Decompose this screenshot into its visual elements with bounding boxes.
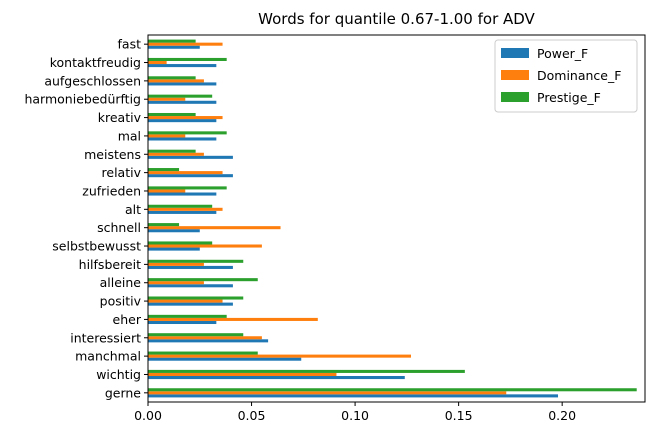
- y-tick-label: schnell: [97, 220, 141, 235]
- y-tick-label: fast: [118, 37, 142, 52]
- bar-Prestige_F-interessiert: [148, 333, 244, 337]
- bar-Prestige_F-wichtig: [148, 369, 465, 373]
- y-tick-label: mal: [118, 128, 141, 143]
- legend-swatch-Power_F: [501, 48, 529, 58]
- bar-Prestige_F-fast: [148, 39, 196, 43]
- bar-Dominance_F-meistens: [148, 152, 204, 156]
- bar-Dominance_F-eher: [148, 317, 318, 321]
- bar-Prestige_F-alleine: [148, 278, 258, 282]
- y-tick-label: hilfsbereit: [79, 257, 141, 272]
- bar-Prestige_F-hilfsbereit: [148, 259, 244, 263]
- bar-Power_F-manchmal: [148, 357, 302, 361]
- bar-Prestige_F-schnell: [148, 223, 180, 227]
- bar-Power_F-interessiert: [148, 339, 269, 343]
- legend-label-Dominance_F: Dominance_F: [537, 68, 621, 83]
- bar-Power_F-harmoniebedürftig: [148, 100, 217, 104]
- y-tick-label: gerne: [105, 385, 141, 400]
- bar-Prestige_F-selbstbewusst: [148, 241, 213, 245]
- bar-Dominance_F-mal: [148, 134, 186, 138]
- bar-Prestige_F-alt: [148, 204, 213, 208]
- bar-Dominance_F-fast: [148, 42, 223, 46]
- bar-Prestige_F-zufrieden: [148, 186, 227, 190]
- x-tick-label: 0.10: [341, 408, 369, 423]
- bar-Power_F-alleine: [148, 284, 233, 288]
- y-tick-label: alt: [125, 202, 141, 217]
- legend-label-Power_F: Power_F: [537, 46, 588, 61]
- bar-Dominance_F-kreativ: [148, 116, 223, 120]
- bar-Dominance_F-manchmal: [148, 354, 411, 358]
- bar-Power_F-alt: [148, 210, 217, 214]
- bar-Dominance_F-relativ: [148, 171, 223, 175]
- x-axis: 0.00 0.05 0.10 0.15 0.20: [134, 402, 576, 423]
- bar-Dominance_F-zufrieden: [148, 189, 186, 193]
- bar-Power_F-aufgeschlossen: [148, 82, 217, 86]
- y-tick-label: interessiert: [70, 330, 141, 345]
- x-tick-label: 0.15: [445, 408, 473, 423]
- bar-Dominance_F-wichtig: [148, 372, 337, 377]
- y-tick-label: manchmal: [75, 349, 141, 364]
- bar-Prestige_F-meistens: [148, 149, 196, 153]
- bar-Dominance_F-interessiert: [148, 336, 262, 340]
- bar-Power_F-mal: [148, 137, 217, 141]
- bar-Dominance_F-kontaktfreudig: [148, 60, 167, 65]
- y-tick-label: alleine: [100, 275, 142, 290]
- legend-label-Prestige_F: Prestige_F: [537, 90, 601, 105]
- x-tick-label: 0.00: [134, 408, 162, 423]
- bar-Power_F-gerne: [148, 394, 559, 398]
- bar-Dominance_F-alt: [148, 207, 223, 211]
- x-tick-label: 0.05: [238, 408, 266, 423]
- bar-Dominance_F-harmoniebedürftig: [148, 97, 186, 101]
- bar-Power_F-zufrieden: [148, 192, 217, 196]
- y-tick-label: meistens: [84, 147, 141, 162]
- y-tick-label: positiv: [100, 294, 142, 309]
- y-tick-label: aufgeschlossen: [44, 73, 141, 88]
- legend-box: [494, 39, 638, 113]
- bar-Prestige_F-mal: [148, 131, 227, 135]
- chart-title: Words for quantile 0.67-1.00 for ADV: [258, 10, 535, 28]
- bar-Prestige_F-relativ: [148, 168, 180, 172]
- bar-Prestige_F-harmoniebedürftig: [148, 94, 213, 98]
- bar-Prestige_F-manchmal: [148, 351, 258, 355]
- bar-Power_F-meistens: [148, 155, 233, 159]
- bar-Power_F-hilfsbereit: [148, 265, 233, 269]
- y-axis: gerne wichtig manchmal interessiert eher posi…: [24, 37, 148, 400]
- bar-Prestige_F-gerne: [148, 388, 637, 392]
- bar-Power_F-fast: [148, 45, 200, 49]
- bar-Power_F-relativ: [148, 174, 233, 178]
- y-tick-label: selbstbewusst: [52, 239, 141, 254]
- bar-Prestige_F-eher: [148, 314, 227, 318]
- legend-swatch-Dominance_F: [501, 70, 529, 80]
- bar-Power_F-selbstbewusst: [148, 247, 200, 251]
- bar-Prestige_F-positiv: [148, 296, 244, 300]
- plot-frame: [147, 34, 646, 403]
- y-tick-label: relativ: [102, 165, 142, 180]
- bar-Power_F-wichtig: [148, 376, 405, 380]
- bar-Prestige_F-kreativ: [148, 112, 196, 117]
- bar-Dominance_F-aufgeschlossen: [148, 79, 204, 83]
- bar-Prestige_F-aufgeschlossen: [148, 76, 196, 80]
- y-tick-label: wichtig: [96, 367, 141, 382]
- legend-swatch-Prestige_F: [501, 92, 529, 102]
- bar-Dominance_F-schnell: [148, 226, 281, 230]
- bar-Power_F-kontaktfreudig: [148, 64, 217, 68]
- bar-Prestige_F-kontaktfreudig: [148, 57, 227, 61]
- y-tick-label: harmoniebedürftig: [24, 92, 141, 107]
- y-tick-label: zufrieden: [82, 183, 141, 198]
- x-tick-label: 0.20: [548, 408, 576, 423]
- bar-Power_F-eher: [148, 320, 217, 325]
- y-tick-label: eher: [113, 312, 142, 327]
- bar-Dominance_F-gerne: [148, 391, 507, 395]
- legend: Power_F Dominance_F Prestige_F: [494, 39, 638, 113]
- bar-Dominance_F-hilfsbereit: [148, 262, 204, 266]
- bar-Power_F-schnell: [148, 229, 200, 233]
- bar-Dominance_F-alleine: [148, 281, 204, 285]
- bar-Dominance_F-selbstbewusst: [148, 244, 262, 248]
- bar-Power_F-kreativ: [148, 119, 217, 123]
- bar-Power_F-positiv: [148, 302, 233, 306]
- bar-Dominance_F-positiv: [148, 299, 223, 303]
- bars-layer: [148, 39, 637, 398]
- y-tick-label: kontaktfreudig: [50, 55, 141, 70]
- y-tick-label: kreativ: [98, 110, 142, 125]
